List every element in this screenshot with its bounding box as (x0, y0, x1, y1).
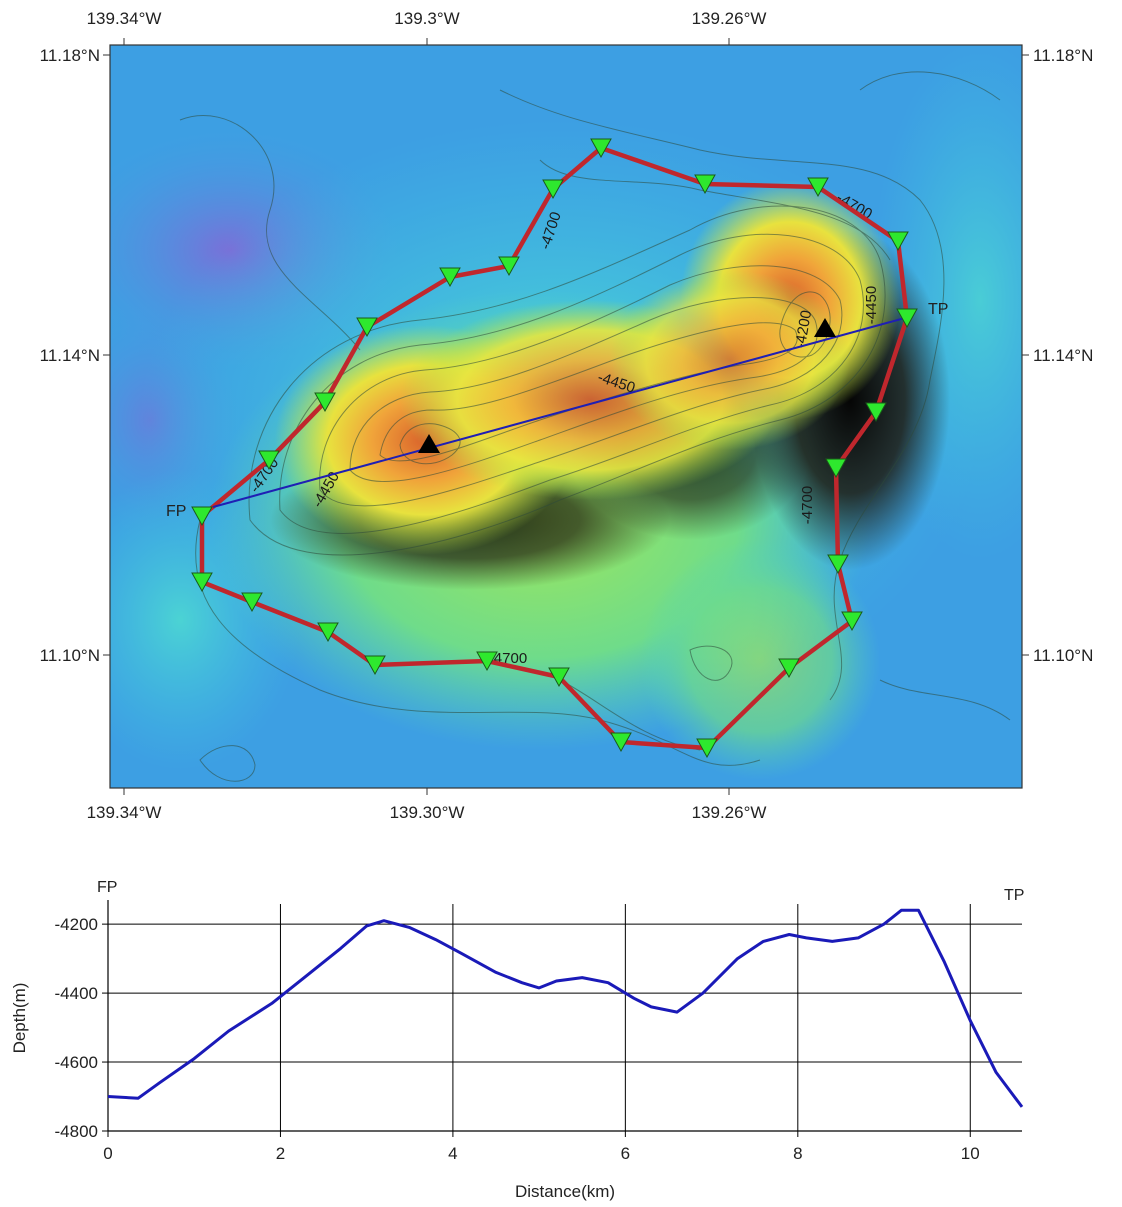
station-marker (548, 667, 570, 688)
depth-contours (179, 71, 1011, 782)
longitude-label-top: 139.3°W (394, 9, 459, 28)
latitude-label-left: 11.14°N (40, 346, 100, 365)
longitude-label-top: 139.26°W (692, 9, 767, 28)
x-axis-title: Distance(km) (515, 1182, 615, 1201)
station-marker (439, 267, 461, 288)
seamount-ridge (610, 270, 850, 450)
station-marker (498, 256, 520, 277)
x-tick-label: 10 (961, 1144, 980, 1163)
station-marker (314, 392, 336, 413)
x-tick-label: 4 (448, 1144, 457, 1163)
profile-start-label: FP (166, 503, 186, 520)
station-marker (364, 655, 386, 676)
x-tick-label: 0 (103, 1144, 112, 1163)
x-tick-label: 8 (793, 1144, 802, 1163)
station-marker (191, 506, 213, 527)
contour-label: -4450 (863, 286, 880, 324)
summit-markers (418, 318, 836, 453)
survey-boundary-line (199, 145, 910, 751)
summit-marker-east (814, 318, 836, 337)
latitude-label-right: 11.10°N (1033, 646, 1093, 665)
profile-start-label: FP (97, 879, 117, 896)
station-marker (356, 317, 378, 338)
station-marker (258, 450, 280, 471)
y-tick-label: -4200 (55, 915, 98, 934)
profile-end-label: TP (1004, 887, 1024, 904)
y-tick-label: -4400 (55, 984, 98, 1003)
summit-marker-west (418, 434, 440, 453)
y-axis-title: Depth(m) (10, 983, 29, 1054)
station-marker (807, 177, 829, 198)
latitude-label-left: 11.18°N (40, 46, 100, 65)
longitude-label-bottom: 139.26°W (692, 803, 767, 822)
latitude-label-right: 11.14°N (1033, 346, 1093, 365)
station-marker (610, 732, 632, 753)
station-marker (317, 622, 339, 643)
depth-profile-line (107, 908, 1024, 1108)
longitude-label-bottom: 139.34°W (87, 803, 162, 822)
latitude-label-left: 11.10°N (40, 646, 100, 665)
station-marker (542, 179, 564, 200)
profile-line (212, 317, 906, 508)
longitude-label-bottom: 139.30°W (390, 803, 465, 822)
station-marker (825, 458, 847, 479)
station-marker (476, 651, 498, 672)
map-axis-ticks (103, 38, 1029, 795)
station-marker (841, 611, 863, 632)
profile-grid (102, 900, 1022, 1137)
station-marker (241, 592, 263, 613)
station-marker (694, 174, 716, 195)
contour-label: -4200 (792, 309, 815, 350)
x-tick-label: 2 (276, 1144, 285, 1163)
y-tick-label: -4600 (55, 1053, 98, 1072)
x-tick-label: 6 (621, 1144, 630, 1163)
station-marker (887, 231, 909, 252)
contour-label: -4700 (799, 486, 816, 524)
y-tick-label: -4800 (55, 1122, 98, 1141)
depth-profile-chart: -4200 -4400 -4600 -4800 0 2 4 6 8 10 FP TP Distan… (10, 879, 1024, 1201)
station-marker (590, 138, 612, 159)
bathymetry-map: -4700 -4700 -4450 -4450 -4200 -4450 -470… (40, 9, 1094, 822)
station-marker (191, 572, 213, 593)
station-marker (896, 308, 918, 329)
station-marker (827, 554, 849, 575)
station-marker (696, 738, 718, 759)
station-marker (778, 658, 800, 679)
map-frame (109, 44, 1023, 789)
longitude-label-top: 139.34°W (87, 9, 162, 28)
station-markers (191, 138, 918, 759)
station-marker (865, 402, 887, 423)
profile-tick-labels: -4200 -4400 -4600 -4800 0 2 4 6 8 10 (55, 915, 980, 1163)
profile-end-label: TP (928, 301, 948, 318)
shallow-zone-green (640, 540, 880, 780)
latitude-label-right: 11.18°N (1033, 46, 1093, 65)
